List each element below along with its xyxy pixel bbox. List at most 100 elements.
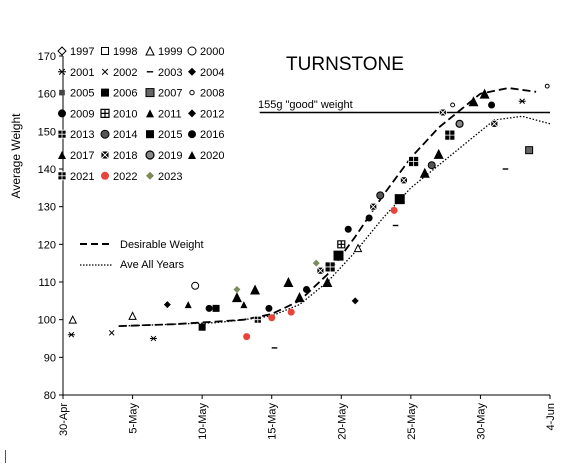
data-point-2018 [490,119,499,128]
data-point-2009 [303,286,310,294]
data-point-2020 [419,167,430,178]
data-point-2002 [108,330,115,336]
y-tick-label: 120 [38,239,56,251]
desirable-weight-legend-label: Desirable Weight [120,239,204,251]
x-tick-label: 30-May [475,403,487,440]
legend-label-2012: 2012 [200,108,224,120]
data-point-2009 [365,214,373,222]
legend-label-2005: 2005 [70,88,94,100]
y-tick-label: 150 [38,126,56,138]
x-tick-label: 4-Jun [545,403,557,431]
legend-marker-2019 [145,150,155,160]
legend-label-1999: 1999 [158,46,182,58]
scatter-layer [67,83,550,349]
data-point-2006 [333,250,344,261]
x-tick-label: 10-May [197,403,209,440]
legend-label-2006: 2006 [113,88,137,100]
axis-layer: 80 90 100 110 120 130 140 150 160 170 30-Apr 5-May 1… [38,51,557,440]
data-point-2022 [390,206,398,214]
legend-label-2018: 2018 [113,150,137,162]
data-point-2017 [433,148,444,159]
data-point-2001 [518,98,526,105]
desirable-weight-curve [118,87,537,327]
legend-marker-2005 [59,89,65,96]
data-point-2016 [265,304,273,312]
legend-label-2014: 2014 [113,129,137,141]
legend-label-2000: 2000 [200,46,224,58]
legend-label-2009: 2009 [70,108,94,120]
legend-label-2013: 2013 [70,129,94,141]
data-point-1999 [128,311,137,320]
data-point-2022 [287,308,295,316]
legend-marker-2017 [58,151,66,159]
data-point-2018 [369,202,378,211]
data-point-2013 [324,261,336,273]
y-tick-label: 130 [38,202,56,214]
legend-marker-2007 [145,88,155,98]
legend-label-2019: 2019 [158,150,182,162]
data-point-2008 [450,102,456,108]
legend-marker-2001 [58,68,66,75]
data-point-1999 [353,243,363,253]
data-point-2020 [479,88,490,99]
legend-marker-2002 [101,68,109,75]
y-tick-label: 110 [38,277,56,289]
legend-label-2011: 2011 [158,108,182,120]
good-weight-label: 155g "good" weight [258,99,353,111]
legend-marker-2011 [146,109,154,118]
text-cursor-mark [5,450,6,463]
legend-marker-2012 [188,109,196,118]
legend-label-2007: 2007 [158,88,182,100]
legend-label-1998: 1998 [113,46,137,58]
y-tick-label: 100 [38,315,56,327]
data-point-2023 [312,259,320,267]
y-tick-label: 80 [44,390,56,402]
data-point-2018 [316,266,325,275]
data-point-2006 [198,323,206,331]
data-point-2001 [67,331,75,338]
data-point-2016 [344,225,352,233]
data-point-2022 [268,314,276,322]
data-point-2016 [488,101,496,109]
data-point-2004 [351,297,359,305]
curve-layer [118,87,551,327]
data-point-2019 [455,119,464,128]
legend-marker-2018 [100,150,110,160]
legend-label-1997: 1997 [70,46,94,58]
data-point-2014 [427,161,436,170]
legend-label-2003: 2003 [158,67,182,79]
data-point-2010 [337,240,346,249]
x-tick-label: 30-Apr [58,403,70,436]
legend-marker-1998 [101,47,109,55]
chart-title: TURNSTONE [286,54,404,75]
legend-marker-2006 [101,88,109,97]
legend-marker-2020 [188,151,196,159]
legend-label-2016: 2016 [200,129,224,141]
data-point-2007 [525,146,534,155]
legend-label-2015: 2015 [158,129,182,141]
legend-marker-1999 [145,45,155,56]
data-point-2008 [544,83,550,89]
data-point-2014 [376,191,385,200]
x-tick-label: 15-May [267,403,279,440]
data-point-2018 [438,108,447,117]
legend-label-2001: 2001 [70,67,94,79]
legend-marker-2022 [101,171,109,180]
data-point-2023 [233,286,241,294]
y-axis-title: Average Weight [9,113,23,199]
data-point-2011 [240,301,248,309]
legend-marker-1997 [57,46,67,56]
legend-label-2020: 2020 [200,150,224,162]
legend-marker-2014 [100,129,110,139]
year-legend: 1997 1998 1999 2000 2001 2002 2003 2004 2005 2006… [57,45,224,183]
x-tick-label: 20-May [336,403,348,440]
legend-label-2021: 2021 [70,171,94,183]
data-point-2004 [163,301,171,309]
data-point-2017 [231,292,242,303]
data-point-2009 [205,304,213,312]
x-tick-label: 5-May [128,403,140,434]
x-tick-label: 25-May [406,403,418,440]
legend-marker-2010 [100,108,110,118]
legend-label-2023: 2023 [158,171,182,183]
